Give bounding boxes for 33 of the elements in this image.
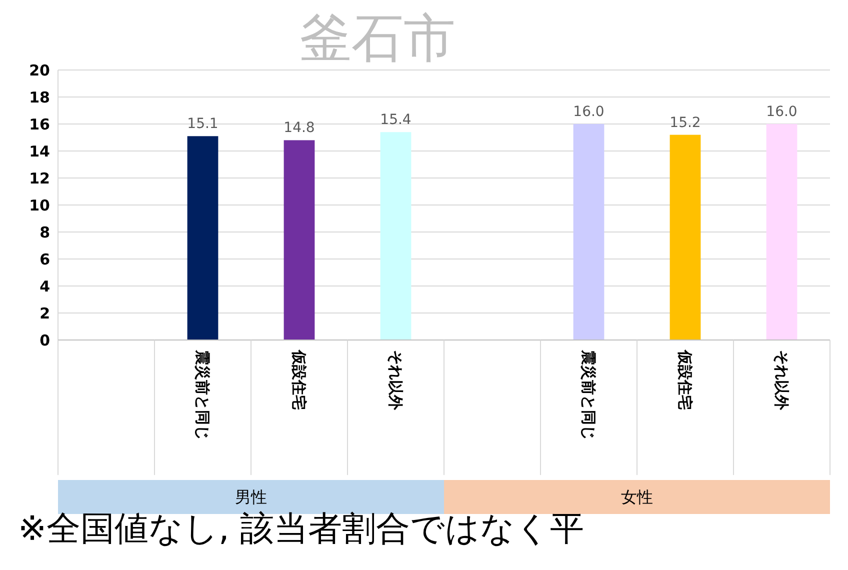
y-tick-label: 6	[40, 250, 50, 268]
bar	[284, 140, 315, 340]
x-tick-label: 震災前と同じ	[580, 349, 598, 440]
x-tick-label: 仮設住宅	[290, 349, 308, 410]
y-tick-label: 4	[40, 277, 50, 296]
bar	[766, 124, 798, 340]
data-label: 14.8	[284, 120, 315, 136]
bar	[187, 136, 218, 340]
data-label: 15.1	[187, 116, 218, 132]
y-tick-label: 2	[40, 304, 50, 322]
y-tick-label: 12	[29, 169, 50, 188]
chart-title: 釜石市	[300, 9, 456, 70]
text: ※全国値なし, 該当者割合ではなく平	[18, 509, 584, 549]
x-tick-label: それ以外	[772, 350, 790, 411]
bar	[670, 134, 701, 340]
y-tick-label: 10	[29, 196, 50, 214]
y-tick-label: 20	[29, 61, 50, 80]
bar	[573, 124, 604, 340]
data-label: 15.4	[380, 112, 412, 128]
y-tick-label: 8	[40, 223, 50, 242]
y-tick-label: 0	[40, 331, 50, 350]
text: 男性	[235, 488, 267, 507]
y-tick-label: 18	[29, 88, 50, 106]
text: 女性	[621, 488, 653, 507]
x-tick-label: 震災前と同じ	[194, 349, 212, 440]
y-tick-label: 16	[29, 115, 50, 134]
data-label: 16.0	[573, 104, 604, 120]
data-label: 16.0	[766, 104, 798, 120]
bar	[380, 132, 412, 340]
y-tick-label: 14	[29, 142, 50, 160]
x-tick-label: 仮設住宅	[676, 349, 694, 410]
data-label: 15.2	[670, 114, 701, 131]
x-tick-label: それ以外	[386, 350, 404, 411]
